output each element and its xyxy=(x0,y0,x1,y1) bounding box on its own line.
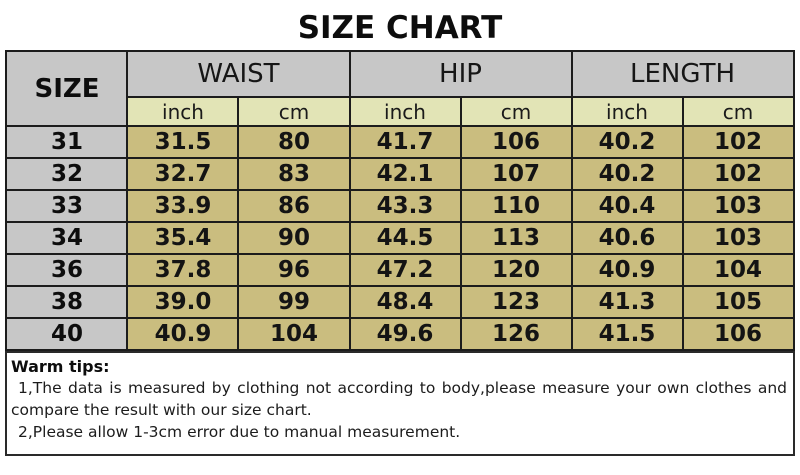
length-cm-cell: 105 xyxy=(681,285,795,319)
hip-cm-cell: 126 xyxy=(459,317,573,351)
group-header-row: SIZE WAIST HIP LENGTH xyxy=(5,50,795,127)
table-row: 32 32.7 83 42.1 107 40.2 102 xyxy=(5,157,795,191)
length-inch-cell: 40.2 xyxy=(570,125,684,159)
size-cell: 34 xyxy=(5,221,129,255)
length-inch-cell: 40.2 xyxy=(570,157,684,191)
hip-cm-cell: 113 xyxy=(459,221,573,255)
waist-inch-cell: 37.8 xyxy=(126,253,240,287)
waist-cm-cell: 104 xyxy=(237,317,351,351)
hip-group-header: HIP xyxy=(348,50,573,98)
table-row: 31 31.5 80 41.7 106 40.2 102 xyxy=(5,125,795,159)
warm-tips-box: Warm tips: 1,The data is measured by clo… xyxy=(5,351,795,456)
table-row: 33 33.9 86 43.3 110 40.4 103 xyxy=(5,189,795,223)
waist-inch-cell: 31.5 xyxy=(126,125,240,159)
hip-cm-cell: 107 xyxy=(459,157,573,191)
length-cm-cell: 104 xyxy=(681,253,795,287)
warm-tip-2: 2,Please allow 1-3cm error due to manual… xyxy=(18,423,461,441)
hip-inch-cell: 48.4 xyxy=(348,285,462,319)
size-chart-table: SIZE WAIST HIP LENGTH inch cm inch cm in… xyxy=(5,50,795,351)
waist-cm-cell: 83 xyxy=(237,157,351,191)
size-column-header: SIZE xyxy=(5,50,129,127)
length-cm-cell: 103 xyxy=(681,189,795,223)
waist-cm-cell: 90 xyxy=(237,221,351,255)
hip-inch-cell: 47.2 xyxy=(348,253,462,287)
length-cm-cell: 102 xyxy=(681,157,795,191)
hip-inch-cell: 41.7 xyxy=(348,125,462,159)
length-cm-cell: 106 xyxy=(681,317,795,351)
table-row: 34 35.4 90 44.5 113 40.6 103 xyxy=(5,221,795,255)
hip-cm-cell: 123 xyxy=(459,285,573,319)
hip-inch-cell: 49.6 xyxy=(348,317,462,351)
warm-tip-1: 1,The data is measured by clothing not a… xyxy=(11,379,787,419)
table-row: 38 39.0 99 48.4 123 41.3 105 xyxy=(5,285,795,319)
waist-cm-cell: 99 xyxy=(237,285,351,319)
waist-cm-cell: 96 xyxy=(237,253,351,287)
length-inch-header: inch xyxy=(570,96,684,127)
size-cell: 32 xyxy=(5,157,129,191)
table-row: 36 37.8 96 47.2 120 40.9 104 xyxy=(5,253,795,287)
waist-inch-header: inch xyxy=(126,96,240,127)
size-cell: 40 xyxy=(5,317,129,351)
unit-header-row: inch cm inch cm inch cm xyxy=(6,96,795,127)
length-inch-cell: 40.4 xyxy=(570,189,684,223)
length-inch-cell: 40.9 xyxy=(570,253,684,287)
waist-group-header: WAIST xyxy=(126,50,351,98)
waist-inch-cell: 40.9 xyxy=(126,317,240,351)
hip-inch-cell: 44.5 xyxy=(348,221,462,255)
waist-cm-header: cm xyxy=(237,96,351,127)
hip-inch-header: inch xyxy=(348,96,462,127)
hip-inch-cell: 43.3 xyxy=(348,189,462,223)
length-inch-cell: 41.3 xyxy=(570,285,684,319)
table-row: 40 40.9 104 49.6 126 41.5 106 xyxy=(5,317,795,351)
waist-inch-cell: 32.7 xyxy=(126,157,240,191)
length-cm-cell: 102 xyxy=(681,125,795,159)
hip-cm-cell: 120 xyxy=(459,253,573,287)
page-title: SIZE CHART xyxy=(297,10,503,46)
length-inch-cell: 41.5 xyxy=(570,317,684,351)
waist-cm-cell: 86 xyxy=(237,189,351,223)
size-cell: 33 xyxy=(5,189,129,223)
size-cell: 38 xyxy=(5,285,129,319)
hip-cm-cell: 110 xyxy=(459,189,573,223)
waist-inch-cell: 33.9 xyxy=(126,189,240,223)
length-group-header: LENGTH xyxy=(570,50,795,98)
length-cm-cell: 103 xyxy=(681,221,795,255)
length-inch-cell: 40.6 xyxy=(570,221,684,255)
size-cell: 31 xyxy=(5,125,129,159)
waist-inch-cell: 35.4 xyxy=(126,221,240,255)
hip-cm-cell: 106 xyxy=(459,125,573,159)
waist-cm-cell: 80 xyxy=(237,125,351,159)
hip-cm-header: cm xyxy=(459,96,573,127)
waist-inch-cell: 39.0 xyxy=(126,285,240,319)
warm-tips-heading: Warm tips: xyxy=(11,357,110,376)
size-cell: 36 xyxy=(5,253,129,287)
hip-inch-cell: 42.1 xyxy=(348,157,462,191)
length-cm-header: cm xyxy=(681,96,795,127)
